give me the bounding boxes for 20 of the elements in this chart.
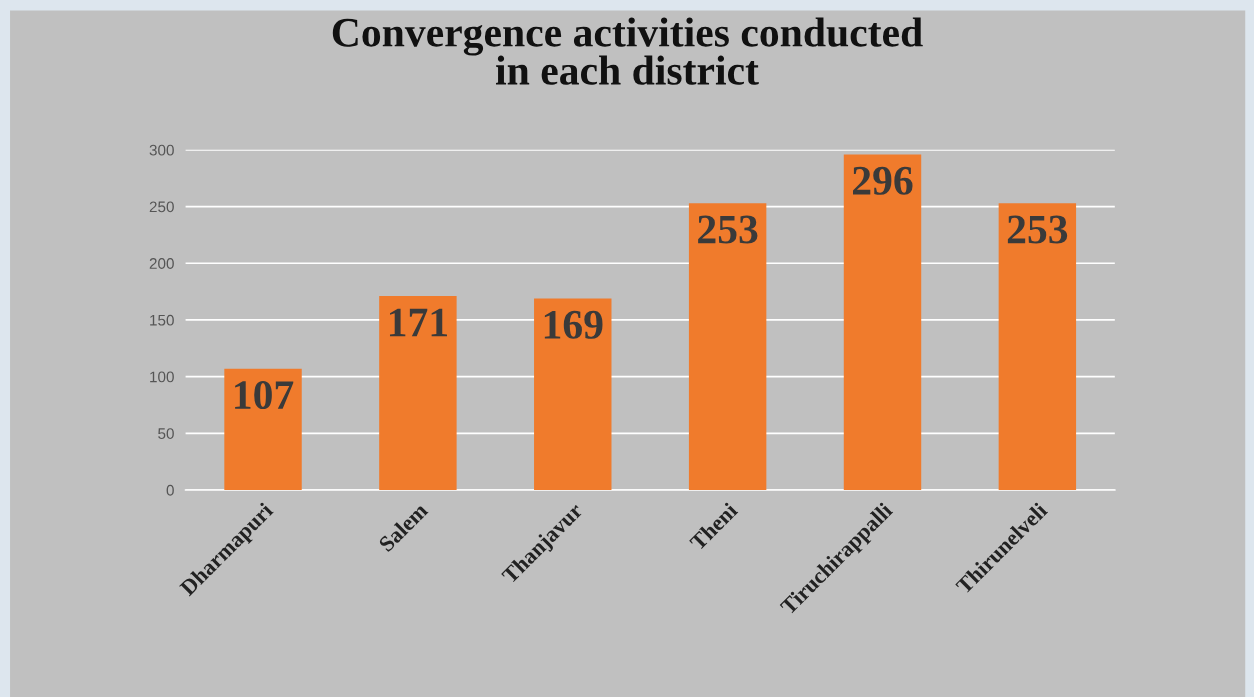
y-tick-label: 50 [158, 428, 174, 439]
bar [843, 154, 922, 490]
data-label: 171 [389, 308, 447, 337]
data-label: 253 [1007, 215, 1068, 244]
data-label: 107 [235, 380, 294, 410]
bar [998, 203, 1077, 490]
y-tick-label: 150 [150, 314, 174, 326]
bar [224, 368, 302, 490]
chart-title: Convergence activities conducted in each district [332, 17, 923, 85]
y-tick-label: 0 [166, 484, 174, 496]
data-label: 296 [853, 166, 913, 195]
bar [534, 298, 612, 490]
y-tick-label: 250 [149, 201, 174, 213]
bar [379, 296, 457, 490]
data-label: 253 [698, 215, 758, 244]
y-tick-label: 300 [149, 144, 174, 156]
y-tick-label: 100 [150, 371, 174, 383]
y-tick-label: 200 [149, 258, 174, 269]
data-label: 169 [544, 310, 603, 339]
bar [688, 203, 767, 490]
